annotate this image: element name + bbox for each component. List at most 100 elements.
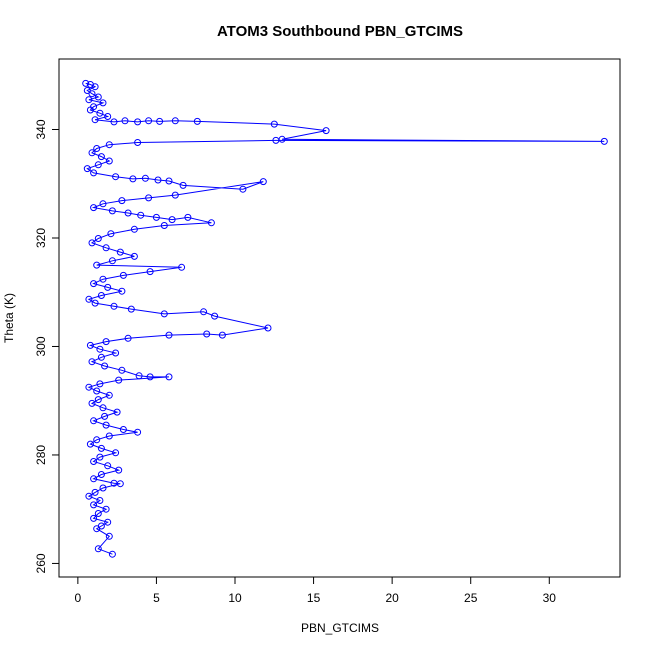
data-point xyxy=(165,331,173,339)
data-point xyxy=(146,268,154,276)
data-point xyxy=(82,79,90,87)
data-point xyxy=(91,116,99,124)
data-point xyxy=(93,145,101,152)
data-point xyxy=(129,175,137,183)
data-point xyxy=(91,488,99,496)
data-point xyxy=(127,305,135,313)
data-point xyxy=(90,514,98,522)
data-point xyxy=(239,185,247,193)
data-point xyxy=(88,358,96,366)
data-point xyxy=(118,197,126,205)
data-point xyxy=(104,283,112,291)
data-point xyxy=(141,174,149,182)
data-point xyxy=(165,177,173,185)
x-tick-label: 30 xyxy=(543,591,557,605)
x-tick-label: 10 xyxy=(228,591,242,605)
data-point xyxy=(108,257,116,265)
y-tick-label: 320 xyxy=(34,228,48,248)
data-point xyxy=(108,550,116,558)
data-point xyxy=(97,471,105,478)
data-point xyxy=(203,330,211,338)
data-point xyxy=(105,157,113,165)
data-point xyxy=(90,280,98,288)
data-point xyxy=(99,99,107,107)
data-point xyxy=(119,271,127,279)
data-point xyxy=(211,312,219,320)
data-point xyxy=(94,545,102,553)
data-point xyxy=(264,324,272,332)
data-point xyxy=(156,117,164,125)
data-point xyxy=(88,149,96,157)
data-point xyxy=(90,169,98,177)
data-point xyxy=(101,362,109,370)
data-point xyxy=(112,349,120,357)
data-point xyxy=(108,207,116,215)
data-point xyxy=(110,302,118,310)
data-point xyxy=(200,308,208,316)
data-point xyxy=(119,426,127,433)
data-point xyxy=(96,345,104,353)
data-point xyxy=(86,341,94,349)
data-point xyxy=(90,458,98,465)
data-point xyxy=(184,213,192,221)
data-point xyxy=(96,453,104,461)
data-point xyxy=(96,380,104,388)
data-point xyxy=(115,376,123,384)
data-point xyxy=(94,161,102,169)
data-point xyxy=(99,404,107,412)
data-point xyxy=(160,310,168,318)
data-point xyxy=(272,136,280,144)
data-point xyxy=(94,235,102,242)
data-point xyxy=(115,466,123,474)
data-point xyxy=(118,366,126,374)
data-point xyxy=(85,492,93,500)
y-tick-label: 340 xyxy=(34,119,48,139)
data-point xyxy=(90,204,98,212)
data-point xyxy=(207,219,215,227)
data-point xyxy=(134,139,142,146)
data-point xyxy=(88,90,96,98)
data-point xyxy=(154,176,162,184)
data-point xyxy=(259,178,267,186)
x-axis-label: PBN_GTCIMS xyxy=(301,621,379,635)
data-point xyxy=(112,173,120,181)
data-point xyxy=(101,412,109,420)
data-point xyxy=(116,480,124,488)
data-point xyxy=(179,181,187,189)
data-point xyxy=(134,428,142,436)
y-axis-label: Theta (K) xyxy=(2,293,16,343)
data-point xyxy=(322,127,330,135)
data-point xyxy=(85,295,93,303)
y-axis: 260 280 300 320 340 xyxy=(34,119,60,573)
data-point xyxy=(193,117,201,125)
data-point xyxy=(97,444,105,452)
data-point xyxy=(85,383,93,391)
data-point xyxy=(93,436,101,444)
data-point xyxy=(88,239,96,247)
x-tick-label: 5 xyxy=(153,591,160,605)
data-point xyxy=(104,113,112,120)
data-point xyxy=(99,200,107,208)
data-point xyxy=(96,109,104,117)
data-point xyxy=(102,244,110,252)
data-point xyxy=(102,338,110,346)
data-point xyxy=(88,399,96,407)
data-point xyxy=(145,194,153,202)
data-point xyxy=(146,373,154,381)
x-tick-label: 25 xyxy=(464,591,478,605)
series-lines xyxy=(85,82,605,555)
data-point xyxy=(124,209,132,217)
data-point xyxy=(93,387,101,395)
data-point xyxy=(137,211,145,219)
data-point xyxy=(134,118,142,126)
x-axis: 0 5 10 15 20 25 30 xyxy=(75,576,557,605)
data-point xyxy=(83,165,91,173)
data-point xyxy=(165,373,173,381)
data-point xyxy=(97,292,105,299)
data-point xyxy=(105,532,113,540)
y-tick-label: 280 xyxy=(34,445,48,465)
data-point xyxy=(130,225,138,233)
series-points xyxy=(82,79,608,558)
